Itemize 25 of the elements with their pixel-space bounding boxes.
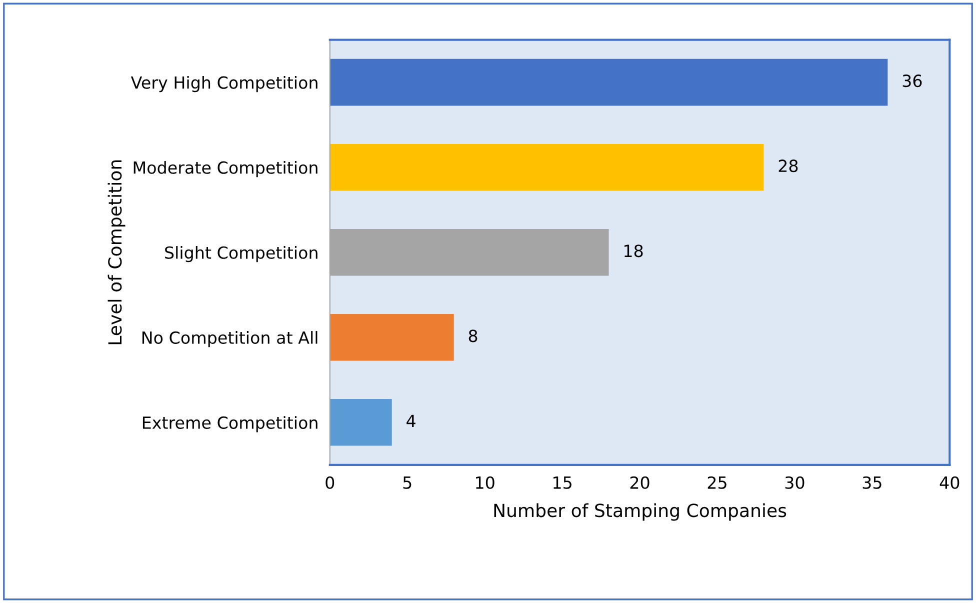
x-tick-label: 20: [630, 476, 650, 489]
y-axis-title: Level of Competition: [108, 160, 126, 344]
data-label: 28: [778, 160, 798, 172]
y-tick-label: Very High Competition: [130, 76, 318, 92]
data-label: 36: [902, 74, 922, 88]
x-axis-title: Number of Stamping Companies: [494, 503, 786, 521]
y-tick-label: Slight Competition: [165, 246, 318, 262]
y-tick-label: Extreme Competition: [142, 416, 318, 432]
x-tick-label: 5: [403, 476, 412, 489]
bar: [330, 314, 454, 361]
x-tick-label: 40: [940, 476, 960, 489]
x-tick-label: 30: [785, 476, 804, 489]
bar: [330, 399, 392, 446]
x-tick-label: 10: [476, 476, 494, 489]
y-tick-label: No Competition at All: [142, 331, 318, 348]
x-tick-label: 25: [708, 476, 726, 489]
bar: [330, 58, 888, 106]
bar: [330, 144, 764, 191]
x-tick-label: 0: [326, 476, 334, 489]
data-label: 8: [468, 330, 478, 342]
x-tick-label: 35: [862, 476, 882, 489]
data-label: 4: [406, 414, 416, 427]
y-tick-label: Moderate Competition: [134, 161, 318, 178]
data-label: 18: [624, 244, 643, 258]
x-tick-label: 15: [554, 476, 572, 489]
